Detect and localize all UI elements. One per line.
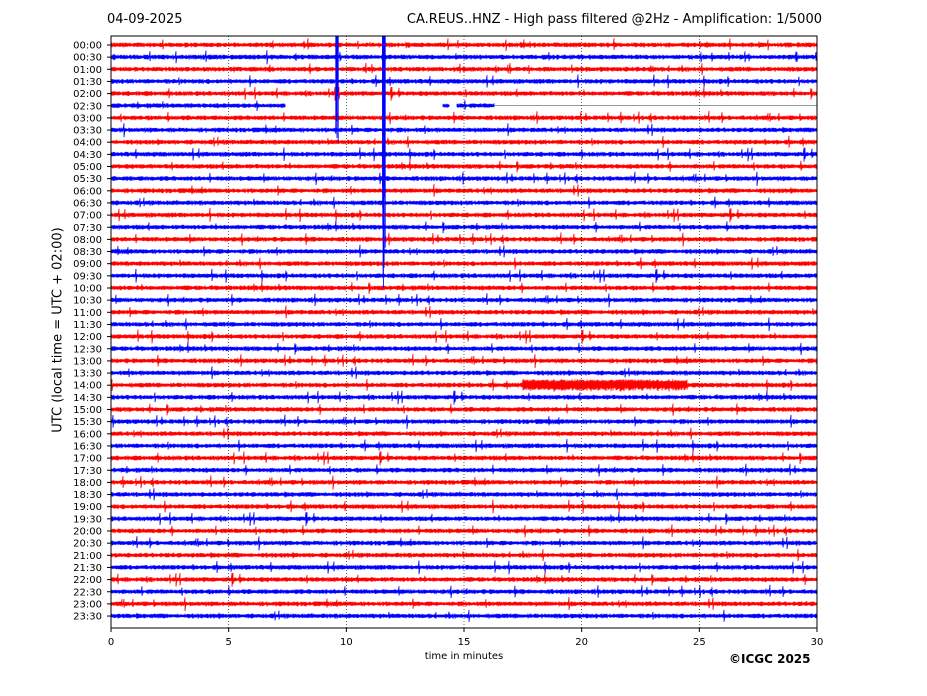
row-label: 05:00 [73,162,102,173]
row-label: 13:00 [73,356,102,367]
row-label: 07:30 [73,223,102,234]
date-label: 04-09-2025 [107,12,183,27]
plot-frame [110,35,818,629]
row-label: 18:30 [73,490,102,501]
trace-0230 [110,100,495,112]
row-label: 09:00 [73,259,102,270]
row-label: 15:30 [73,417,102,428]
row-label: 06:30 [73,198,102,209]
row-label: 12:00 [73,332,102,343]
row-label: 01:30 [73,77,102,88]
trace-0600 [110,183,818,197]
row-label: 19:30 [73,514,102,525]
row-label: 08:30 [73,247,102,258]
row-label: 00:30 [73,53,102,64]
trace-1100 [110,305,818,319]
row-label: 20:00 [73,527,102,538]
row-label: 18:00 [73,478,102,489]
trace-1830 [110,488,818,501]
row-label: 17:00 [73,454,102,465]
row-label: 10:30 [73,296,102,307]
row-label: 21:30 [73,563,102,574]
row-label: 13:30 [73,369,102,380]
trace-1530 [110,414,818,429]
trace-1500 [110,403,818,416]
trace-1730 [110,463,818,477]
x-tick-label: 5 [225,637,231,648]
trace-0000 [110,38,818,52]
row-label: 07:00 [73,211,102,222]
row-label: 11:00 [73,308,102,319]
row-label: 04:30 [73,150,102,161]
x-tick-label: 0 [108,637,114,648]
row-label: 00:00 [73,41,102,52]
row-label: 06:00 [73,186,102,197]
row-label: 04:00 [73,138,102,149]
x-tick-label: 15 [458,637,471,648]
row-label: 15:00 [73,405,102,416]
row-label: 03:30 [73,126,102,137]
trace-0900 [110,257,818,270]
row-label: 02:00 [73,89,102,100]
row-label: 16:30 [73,441,102,452]
row-label: 05:30 [73,174,102,185]
trace-1400 [110,378,818,392]
trace-1000 [110,280,818,294]
trace-0630 [110,196,818,209]
trace-0730 [110,220,818,234]
row-label: 02:30 [73,101,102,112]
row-label: 22:30 [73,587,102,598]
row-label: 09:30 [73,271,102,282]
event-spike [335,36,339,143]
trace-0500 [110,159,818,173]
trace-2000 [110,524,818,538]
x-tick-label: 30 [811,637,824,648]
x-axis-label: time in minutes [424,651,504,662]
row-label: 08:00 [73,235,102,246]
trace-1630 [110,438,818,453]
trace-0800 [110,232,818,247]
row-label: 23:00 [73,599,102,610]
row-label: 22:00 [73,575,102,586]
trace-0830 [110,244,818,258]
copyright-label: ©ICGC 2025 [729,652,811,666]
trace-0700 [110,208,818,223]
row-label: 19:00 [73,502,102,513]
row-label: 20:30 [73,539,102,550]
row-label: 17:30 [73,466,102,477]
x-tick-label: 20 [575,637,588,648]
row-label: 11:30 [73,320,102,331]
trace-1700 [110,451,818,466]
row-label: 23:30 [73,612,102,623]
row-label: 03:00 [73,113,102,124]
trace-1430 [110,390,818,405]
trace-0100 [110,62,818,76]
row-label: 12:30 [73,344,102,355]
trace-1800 [110,475,818,490]
trace-1900 [110,499,818,514]
event-spike [382,36,386,288]
row-label: 21:00 [73,551,102,562]
row-label: 14:00 [73,381,102,392]
x-tick-label: 25 [693,637,706,648]
row-label: 14:30 [73,393,102,404]
row-label: 10:00 [73,284,102,295]
row-label: 16:00 [73,429,102,440]
chart-title: CA.REUS..HNZ - High pass filtered @2Hz -… [406,12,822,27]
row-label: 01:00 [73,65,102,76]
x-tick-label: 10 [340,637,353,648]
